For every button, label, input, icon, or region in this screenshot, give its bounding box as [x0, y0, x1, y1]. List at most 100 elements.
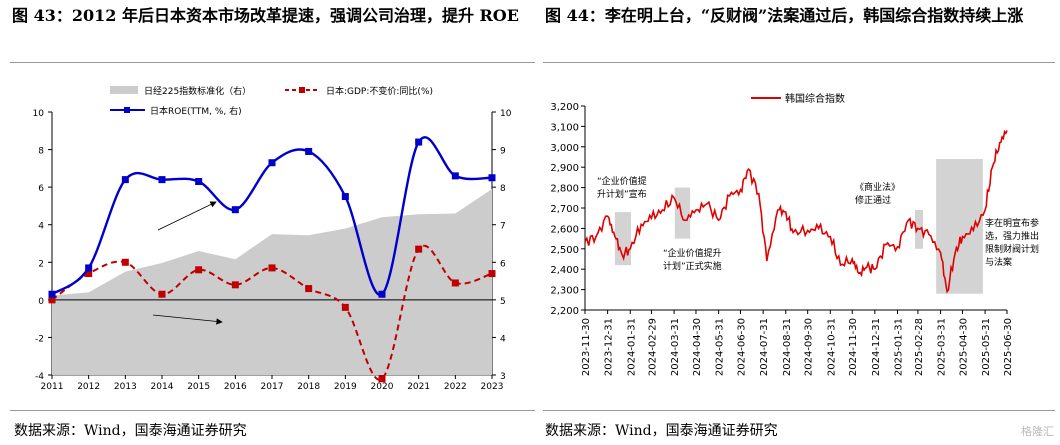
right-footer-divider — [543, 410, 1055, 411]
x-tick-label: 2021 — [407, 382, 430, 392]
y-tick-label: 3,000 — [550, 143, 579, 154]
annotation-lee-candidacy: 李在明宣布参选，强力推出限制财阀计划与法案 — [985, 217, 1039, 268]
x-tick-label: 2023-12-31 — [604, 318, 615, 376]
right-y-tick-label: 4 — [500, 334, 506, 344]
roe-point — [195, 178, 203, 186]
x-tick-label: 2011 — [41, 382, 64, 392]
x-tick-label: 2024-11-30 — [848, 318, 859, 376]
y-tick-label: 2,500 — [550, 245, 579, 256]
left-y-tick-label: 8 — [38, 147, 44, 157]
roe-point — [268, 159, 276, 167]
kospi-chart: 2,200 2,300 2,400 2,500 2,600 2,700 2,800 2,900… — [550, 92, 1039, 376]
x-tick-label: 2024-02-29 — [647, 318, 658, 376]
roe-point — [121, 176, 129, 184]
roe-point — [305, 147, 313, 155]
right-chart-title: 图 44：李在明上台，“反财阀”法案通过后，韩国综合指数持续上涨 — [545, 6, 1024, 25]
y-tick-label: 3,200 — [550, 102, 579, 113]
x-tick-label: 2014 — [151, 382, 174, 392]
x-tick-label: 2025-01-31 — [893, 318, 904, 376]
y-tick-label: 3,100 — [550, 122, 579, 133]
x-tick-label: 2024-01-31 — [626, 318, 637, 376]
left-y-tick-label: 4 — [38, 222, 44, 232]
gdp-point — [488, 270, 496, 278]
x-tick-label: 2025-02-28 — [914, 318, 925, 376]
x-tick-label: 2024-06-30 — [737, 318, 748, 376]
y-tick-label: 2,700 — [550, 204, 579, 215]
x-tick-label: 2013 — [114, 382, 137, 392]
gdp-point — [305, 285, 313, 293]
x-tick-label: 2020 — [371, 382, 394, 392]
right-y-tick-label: 5 — [500, 297, 506, 307]
watermark-logo: 格隆汇 — [1021, 425, 1054, 438]
x-tick-label: 2024-08-31 — [782, 318, 793, 376]
gdp-point — [415, 245, 423, 253]
x-tick-label: 2017 — [261, 382, 284, 392]
left-y-tick-label: -2 — [35, 334, 44, 344]
roe-point — [341, 193, 349, 201]
gdp-point — [195, 266, 203, 274]
annotation-arrow-up — [157, 201, 217, 231]
annotation-arrow-right — [152, 314, 223, 325]
right-y-tick-label: 6 — [500, 259, 506, 269]
legend-label-gdp: 日本:GDP:不变价:同比(%) — [326, 85, 433, 97]
kospi-line — [584, 129, 1008, 294]
x-tick-label: 2024-09-30 — [804, 318, 815, 376]
x-tick-label: 2024-05-31 — [715, 318, 726, 376]
x-tick-label: 2018 — [297, 382, 320, 392]
x-tick-label: 2024-07-31 — [759, 318, 770, 376]
gdp-point — [231, 281, 239, 289]
roe-point — [158, 176, 166, 184]
legend-marker-roe — [124, 107, 130, 113]
right-source-note: 数据来源：Wind，国泰海通证券研究 — [545, 423, 778, 439]
left-source-note: 数据来源：Wind，国泰海通证券研究 — [14, 423, 247, 439]
gdp-point — [85, 270, 93, 278]
gdp-point — [158, 290, 166, 298]
legend-marker-gdp — [299, 87, 305, 93]
roe-point — [378, 290, 386, 298]
left-title-divider — [10, 62, 535, 63]
right-y-tick-label: 9 — [500, 147, 506, 157]
gdp-point — [48, 296, 56, 304]
x-tick-label: 2023 — [481, 382, 504, 392]
x-tick-label: 2022 — [444, 382, 467, 392]
x-tick-label: 2019 — [334, 382, 357, 392]
x-tick-label: 2025-03-31 — [937, 318, 948, 376]
gdp-point — [451, 279, 459, 287]
annotation-plan-implemented: “企业价值提升计划”正式实施 — [663, 247, 722, 272]
gdp-point — [341, 303, 349, 311]
right-y-tick-label: 10 — [500, 109, 512, 119]
roe-point — [85, 264, 93, 272]
gdp-point — [268, 264, 276, 272]
y-tick-label: 2,900 — [550, 163, 579, 174]
x-tick-label: 2015 — [187, 382, 210, 392]
left-y-tick-label: 10 — [33, 109, 45, 119]
left-y-tick-label: 6 — [38, 184, 44, 194]
roe-point — [451, 172, 459, 180]
legend-label-nikkei: 日经225指数标准化（右） — [144, 85, 251, 97]
x-tick-label: 2016 — [224, 382, 247, 392]
left-y-tick-label: -4 — [35, 372, 44, 382]
roe-point — [231, 206, 239, 214]
annotation-plan-announced: “企业价值提升计划”宣布 — [597, 175, 647, 200]
x-tick-label: 2024-10-31 — [826, 318, 837, 376]
right-title-divider — [543, 62, 1055, 63]
x-tick-label: 2025-06-30 — [1003, 318, 1014, 376]
legend-label-roe: 日本ROE(TTM, %, 右) — [150, 105, 242, 117]
x-tick-label: 2025-05-31 — [981, 318, 992, 376]
gdp-point — [378, 375, 386, 383]
roe-point — [48, 290, 56, 298]
left-footer-divider — [10, 410, 535, 411]
left-chart-title: 图 43：2012 年后日本资本市场改革提速，强调公司治理，提升 ROE — [12, 6, 519, 25]
y-tick-label: 2,200 — [550, 306, 579, 317]
roe-point — [415, 138, 423, 146]
legend-label-kospi: 韩国综合指数 — [785, 92, 845, 105]
y-tick-label: 2,400 — [550, 265, 579, 276]
roe-point — [488, 174, 496, 182]
x-tick-label: 2024-03-31 — [670, 318, 681, 376]
y-tick-label: 2,600 — [550, 224, 579, 235]
left-y-tick-label: 2 — [38, 259, 44, 269]
legend-swatch-nikkei — [110, 86, 138, 94]
annotation-commercial-law: 《商业法》修正通过 — [855, 181, 900, 206]
gdp-point — [121, 258, 129, 266]
x-tick-label: 2025-04-30 — [958, 318, 969, 376]
